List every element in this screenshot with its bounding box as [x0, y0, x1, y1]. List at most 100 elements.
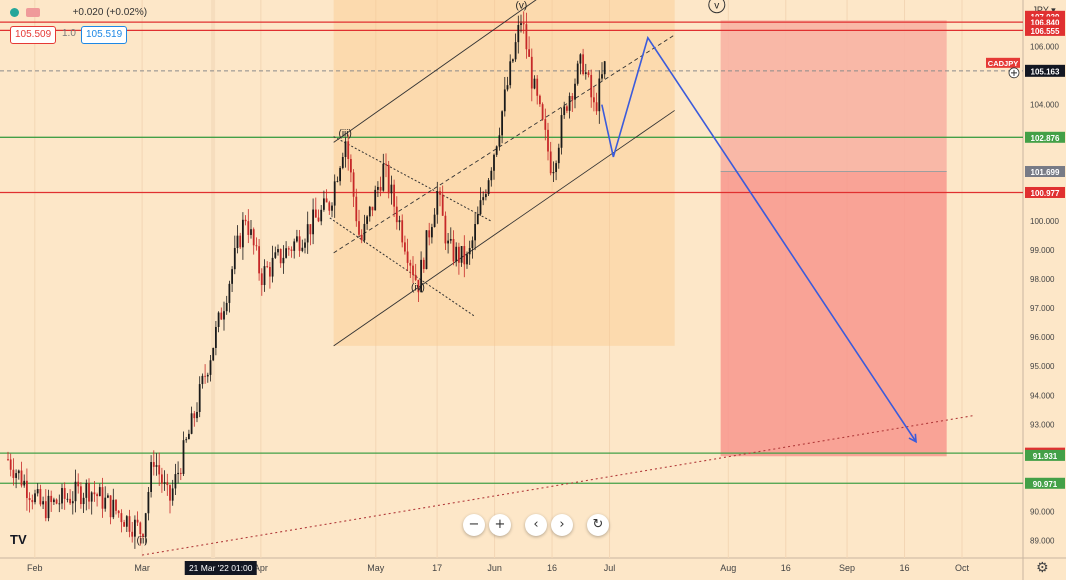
- time-tick-label: 16: [781, 563, 791, 573]
- candle-body: [358, 221, 360, 235]
- candle-body: [128, 516, 131, 532]
- candle-body: [520, 23, 522, 25]
- price-tick-label: 98.000: [1030, 275, 1055, 284]
- currency-label[interactable]: JPY ▾: [1032, 5, 1056, 15]
- zoom-out-button[interactable]: −: [463, 514, 485, 536]
- candle-body: [123, 522, 125, 527]
- candle-body: [55, 499, 58, 504]
- candle-body: [436, 191, 439, 215]
- candle-body: [363, 223, 366, 241]
- candle-body: [206, 374, 209, 377]
- candle-body: [71, 501, 74, 504]
- candle-body: [525, 24, 528, 50]
- time-tick-label: Mar: [134, 563, 150, 573]
- reset-chart-button[interactable]: ↻: [587, 514, 609, 536]
- channel-median: [333, 34, 675, 254]
- crosshair-date-box: [184, 561, 257, 575]
- price-tag-label: 101.699: [1031, 168, 1060, 177]
- candle-body: [177, 472, 179, 475]
- price-tick-label: 104.000: [1030, 101, 1059, 110]
- projection-line: [601, 35, 917, 443]
- candle-body: [409, 262, 412, 266]
- candle-body: [339, 167, 341, 182]
- candle-body: [584, 72, 587, 75]
- candle-body: [201, 375, 204, 385]
- candle-body: [77, 481, 80, 487]
- candle-body: [171, 488, 174, 501]
- candle-body: [517, 24, 520, 43]
- candle-body: [39, 489, 42, 505]
- candle-body: [514, 42, 517, 60]
- candle-body: [61, 488, 63, 504]
- crosshair-band: [211, 0, 216, 558]
- wave-labels: (ii) (iii) (iv) (v) v: [137, 0, 726, 546]
- time-tick-label: 16: [547, 563, 557, 573]
- candle-body: [69, 498, 71, 504]
- candle-body: [352, 172, 355, 197]
- candle-body: [252, 229, 255, 246]
- time-axis-labels: Feb Mar Apr May 17 Jun 16 Jul Aug 16 Sep 16 Oct 21 Ma…: [27, 561, 969, 575]
- price-tag-label: 100.977: [1031, 189, 1060, 198]
- candle-body: [390, 184, 393, 194]
- wave-label-circle: [708, 0, 726, 14]
- candle-body: [82, 497, 85, 505]
- candle-body: [503, 89, 506, 112]
- time-tick-label: 17: [432, 563, 442, 573]
- candle-body: [17, 470, 20, 474]
- candle-body: [204, 375, 206, 377]
- price-tick-label: 97.000: [1030, 304, 1055, 313]
- position-stop-zone: [720, 20, 947, 172]
- candle-body: [198, 384, 201, 412]
- candle-body: [479, 200, 482, 215]
- minimize-icon[interactable]: [25, 7, 40, 17]
- candle-body: [590, 74, 593, 98]
- candle-body: [166, 482, 169, 486]
- candle-body: [107, 495, 109, 498]
- candle-body: [528, 49, 530, 57]
- candle-body: [279, 249, 282, 264]
- candle-body: [485, 194, 487, 198]
- scroll-left-button[interactable]: ‹: [525, 514, 547, 536]
- settings-gear-icon[interactable]: ⚙: [1036, 560, 1049, 576]
- candle-body: [474, 223, 476, 241]
- price-tag: [1025, 24, 1065, 36]
- zoom-in-button[interactable]: +: [489, 514, 511, 536]
- candle-body: [468, 248, 471, 255]
- candle-body: [90, 492, 93, 502]
- time-tick-label: Oct: [955, 563, 970, 573]
- candle-body: [163, 482, 166, 484]
- triangle-upper: [333, 136, 491, 222]
- candle-body: [255, 245, 258, 247]
- add-alert-plus-icon-glyph: [1011, 69, 1017, 76]
- crosshair-date-label: 21 Mar '22 01:00: [189, 563, 253, 573]
- candle-body: [379, 186, 382, 191]
- triangle-lower: [329, 217, 476, 318]
- candle-body: [458, 246, 460, 263]
- price-tick-label: 93.000: [1030, 420, 1055, 429]
- candle-body: [493, 154, 495, 171]
- candle-body: [460, 246, 463, 263]
- symbol-tag: [986, 57, 1020, 68]
- candle-body: [131, 531, 134, 537]
- candle-body: [422, 259, 425, 270]
- candle-body: [34, 493, 36, 503]
- bid-button[interactable]: 105.509: [10, 26, 57, 44]
- candle-body: [196, 411, 198, 419]
- time-tick-label: Aug: [720, 563, 736, 573]
- candle-body: [452, 239, 455, 262]
- candle-body: [298, 236, 301, 251]
- candles: [7, 11, 606, 549]
- candle-body: [582, 54, 584, 75]
- candle-body: [552, 171, 555, 174]
- candle-body: [293, 241, 296, 251]
- candle-body: [466, 254, 468, 265]
- candle-body: [263, 266, 266, 286]
- scroll-right-button[interactable]: ›: [551, 514, 573, 536]
- candle-body: [277, 249, 279, 253]
- candle-body: [463, 246, 466, 265]
- candle-body: [112, 499, 115, 518]
- candle-body: [231, 269, 233, 284]
- ask-button[interactable]: 105.519: [81, 26, 128, 44]
- status-dot-icon: [10, 7, 19, 17]
